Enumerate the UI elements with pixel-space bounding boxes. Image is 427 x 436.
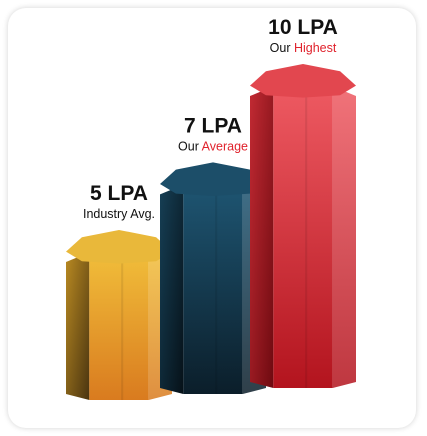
bar-1-front [89,252,149,400]
chart-card: 5 LPA Industry Avg. 7 LPA Our Average 10 LPA… [8,8,416,428]
category-label-3: Our Highest [270,41,337,55]
bar-1-side [66,252,90,400]
bar-3-right [332,86,356,389]
category-label-1: Industry Avg. [83,207,155,221]
bar-1-cap [66,230,172,264]
bar-2-edge [215,184,218,394]
bar-3-edge [305,86,308,389]
bar-3-front [273,86,333,389]
bar-1 [66,230,172,400]
bar-3 [250,64,356,389]
category-label-2: Our Average [178,139,248,153]
bar-2-side [160,184,184,394]
bar-3-cap [250,64,356,98]
bars-group [66,64,356,400]
labels-group: 5 LPA Industry Avg. 7 LPA Our Average 10 LPA… [83,16,338,221]
bar-2-front [183,184,243,394]
bar-3-side [250,86,274,389]
data-label-2: 7 LPA [184,114,242,137]
category-label-2-prefix: Our [178,139,202,153]
chart: 5 LPA Industry Avg. 7 LPA Our Average 10 LPA… [66,16,356,400]
data-label-1: 5 LPA [90,182,148,205]
category-label-3-prefix: Our [270,41,294,55]
bar-2-cap [160,162,266,196]
data-label-3: 10 LPA [268,16,338,39]
category-label-2-highlight: Average [202,139,248,153]
category-label-3-highlight: Highest [294,41,337,55]
bar-1-edge [121,252,124,400]
